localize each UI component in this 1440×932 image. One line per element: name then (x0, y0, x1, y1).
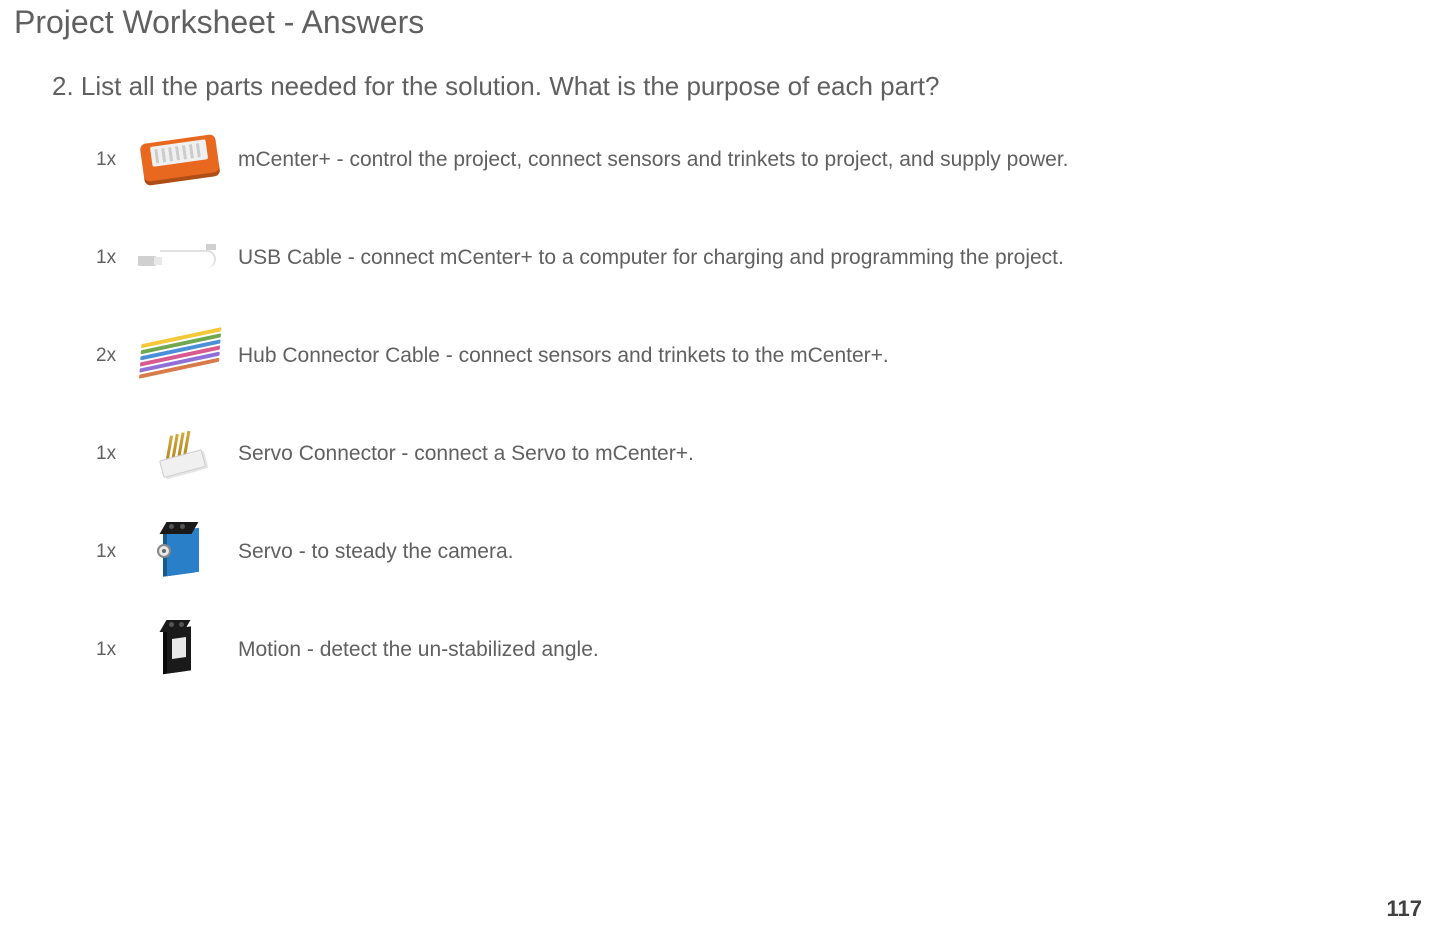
part-description: USB Cable - connect mCenter+ to a comput… (228, 246, 1064, 270)
part-row-motion: 1x Motion - detect the un-stabilized ang… (96, 620, 1440, 680)
part-description: Servo - to steady the camera. (228, 540, 513, 564)
page-title: Project Worksheet - Answers (0, 0, 1440, 41)
part-description: Servo Connector - connect a Servo to mCe… (228, 442, 694, 466)
qty-label: 1x (96, 541, 132, 563)
part-description: Motion - detect the un-stabilized angle. (228, 638, 599, 662)
parts-list: 1x mCenter+ - control the project, conne… (0, 102, 1440, 680)
servo-icon (132, 522, 228, 582)
servo-connector-icon (132, 424, 228, 484)
hub-connector-icon (132, 326, 228, 386)
qty-label: 1x (96, 443, 132, 465)
qty-label: 1x (96, 247, 132, 269)
part-row-mcenter: 1x mCenter+ - control the project, conne… (96, 130, 1440, 190)
usb-cable-icon (132, 228, 228, 288)
part-row-hub-cable: 2x Hub Connector Cable - connect sensors… (96, 326, 1440, 386)
qty-label: 1x (96, 639, 132, 661)
part-row-servo-connector: 1x Servo Connector - connect a Servo to … (96, 424, 1440, 484)
part-description: mCenter+ - control the project, connect … (228, 148, 1069, 172)
page-number: 117 (1387, 896, 1423, 922)
mcenter-icon (132, 130, 228, 190)
qty-label: 1x (96, 149, 132, 171)
question-text: 2. List all the parts needed for the sol… (0, 41, 1440, 102)
part-row-usb: 1x USB Cable - connect mCenter+ to a com… (96, 228, 1440, 288)
part-row-servo: 1x Servo - to steady the camera. (96, 522, 1440, 582)
qty-label: 2x (96, 345, 132, 367)
motion-sensor-icon (132, 620, 228, 680)
part-description: Hub Connector Cable - connect sensors an… (228, 344, 889, 368)
